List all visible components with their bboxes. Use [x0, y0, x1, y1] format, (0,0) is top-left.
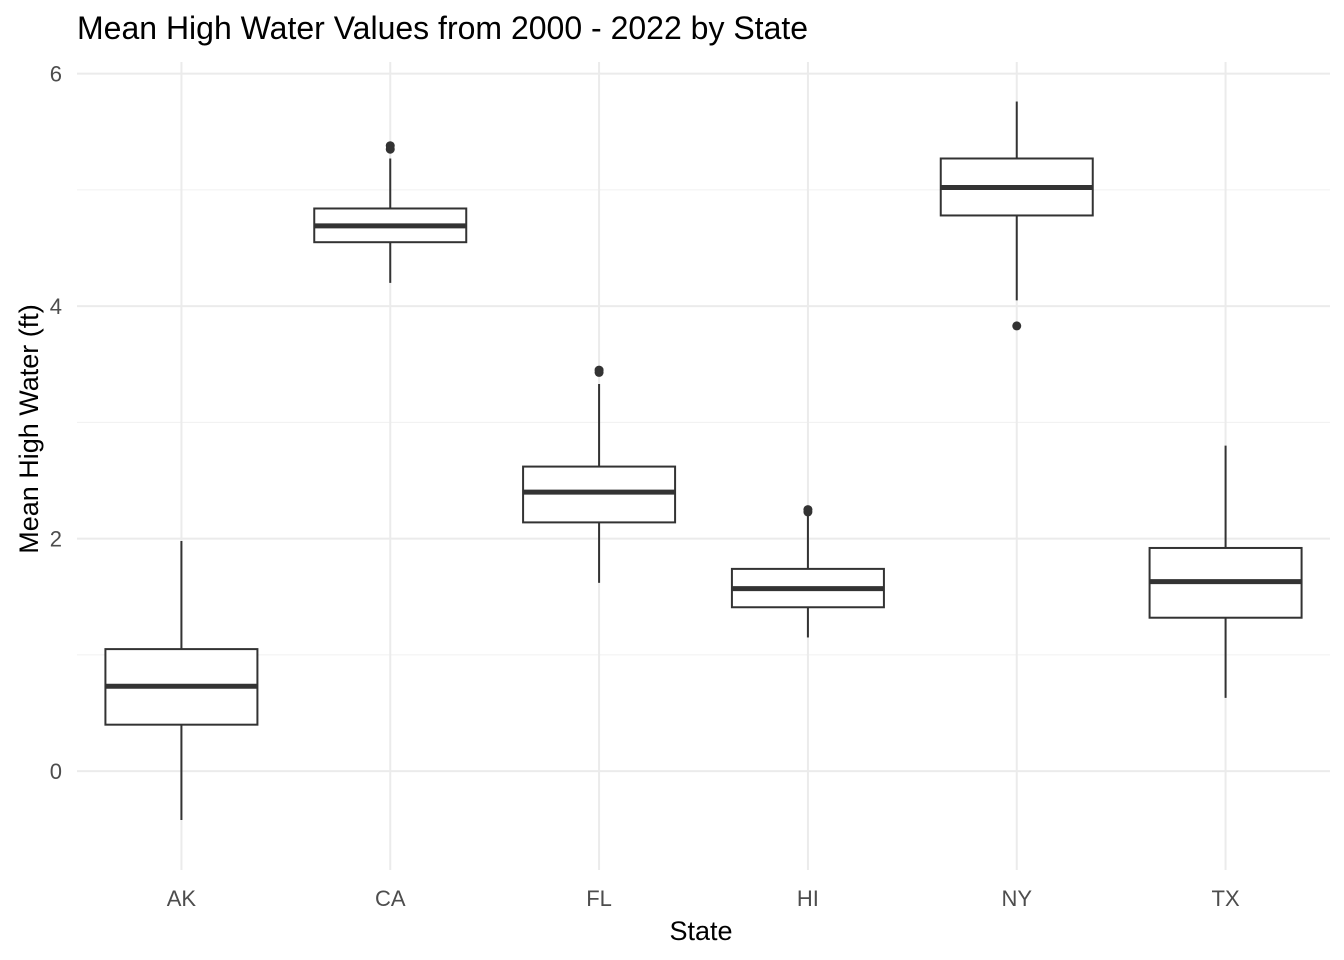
x-axis-tick-labels: AK CA FL HI NY TX	[167, 886, 1240, 911]
major-gridlines	[77, 62, 1330, 870]
box-fl	[522, 365, 677, 583]
outlier-point	[594, 365, 604, 375]
box-hi	[730, 505, 885, 638]
y-tick-label: 6	[50, 62, 62, 87]
outlier-point	[1012, 321, 1022, 331]
x-tick-label: NY	[1001, 886, 1032, 911]
y-tick-label: 0	[50, 759, 62, 784]
x-tick-label: TX	[1212, 886, 1240, 911]
minor-gridlines	[77, 189, 1330, 656]
y-axis-title: Mean High Water (ft)	[14, 304, 44, 554]
x-axis-title: State	[669, 916, 732, 946]
x-tick-label: CA	[375, 886, 406, 911]
y-tick-label: 4	[50, 294, 62, 319]
x-tick-label: FL	[586, 886, 612, 911]
box-ny	[939, 101, 1094, 331]
box-tx	[1148, 445, 1303, 698]
x-tick-label: HI	[797, 886, 819, 911]
box-ak	[104, 540, 259, 821]
box-ca	[313, 141, 468, 283]
x-tick-label: AK	[167, 886, 197, 911]
chart-title: Mean High Water Values from 2000 - 2022 …	[77, 10, 809, 46]
box-series	[104, 101, 1303, 821]
outlier-point	[385, 141, 395, 151]
y-axis-tick-labels: 0 2 4 6	[50, 62, 62, 785]
y-tick-label: 2	[50, 527, 62, 552]
outlier-point	[803, 505, 813, 515]
